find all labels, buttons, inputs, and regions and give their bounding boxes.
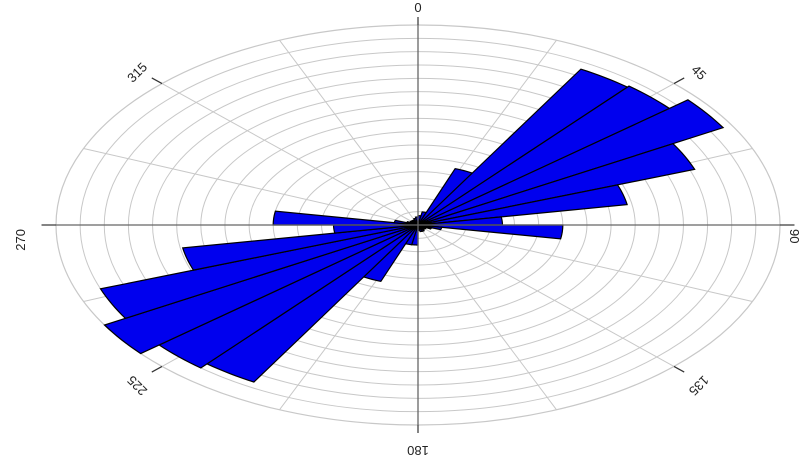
rose-petal	[362, 224, 419, 283]
rose-petal	[181, 224, 419, 271]
rose-petal	[417, 68, 629, 226]
rose-petal	[417, 142, 696, 226]
rose-petal	[417, 184, 628, 226]
angle-label-180: 180	[407, 443, 429, 458]
petals	[99, 68, 725, 383]
rose-petal	[103, 224, 419, 355]
angle-label-270: 270	[13, 229, 28, 251]
grid-spoke	[161, 83, 419, 226]
angle-tick	[151, 77, 163, 85]
rose-petal	[417, 99, 725, 226]
angle-label-225: 225	[124, 373, 150, 399]
rose-petal	[417, 85, 671, 226]
angle-label-0: 0	[414, 0, 421, 15]
rose-petal	[205, 224, 419, 383]
angle-label-90: 90	[787, 229, 802, 243]
grid-spoke	[417, 224, 675, 367]
grid-spoke	[417, 224, 557, 411]
rose-petal	[417, 224, 564, 240]
rose-petal	[99, 224, 419, 320]
rose-petal	[332, 224, 419, 234]
rose-petal	[417, 216, 504, 226]
grid-spoke	[279, 39, 419, 226]
angle-label-45: 45	[688, 62, 709, 83]
grid-spoke	[83, 147, 419, 226]
rose-petal	[157, 224, 419, 369]
angle-tick	[673, 77, 685, 85]
compass-axes	[41, 17, 795, 433]
rose-petal	[417, 167, 474, 226]
angle-label-135: 135	[686, 373, 712, 399]
grid-spoke	[417, 224, 753, 303]
angle-tick	[673, 365, 685, 373]
rose-petal	[272, 210, 419, 226]
angle-label-315: 315	[124, 59, 150, 85]
angle-tick	[151, 365, 163, 373]
